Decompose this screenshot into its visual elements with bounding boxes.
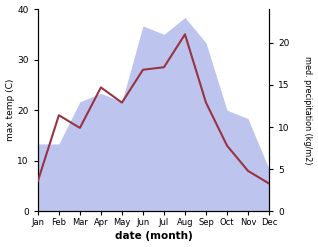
X-axis label: date (month): date (month) (114, 231, 192, 242)
Y-axis label: med. precipitation (kg/m2): med. precipitation (kg/m2) (303, 56, 313, 165)
Y-axis label: max temp (C): max temp (C) (5, 79, 15, 141)
